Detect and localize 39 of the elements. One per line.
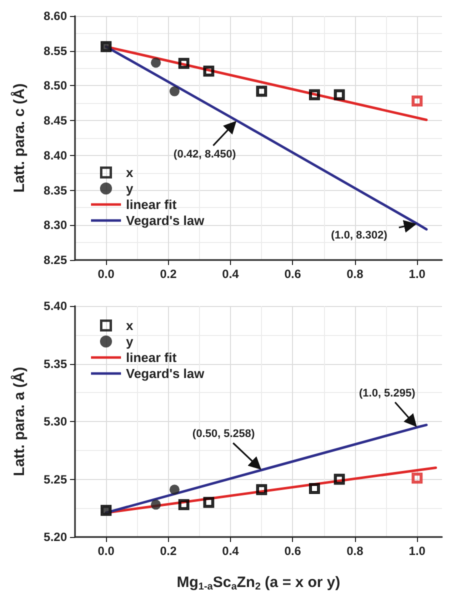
x-tick-label: 0.4 (222, 544, 240, 558)
x-tick-label: 0.0 (98, 544, 115, 558)
y-tick-label: 8.30 (44, 218, 68, 232)
x-tick-label: 0.2 (160, 544, 177, 558)
y-axis-title: Latt. para. a (Å) (10, 366, 28, 476)
x-tick-label: 0.2 (160, 267, 177, 281)
x-tick-label: 0.4 (222, 267, 240, 281)
y-tick-label: 5.40 (44, 299, 68, 313)
legend-label: y (126, 334, 134, 349)
y-tick-label: 8.25 (44, 253, 68, 267)
y-tick-label: 8.60 (44, 9, 68, 23)
legend-label: x (126, 318, 134, 333)
y-axis-title: Latt. para. c (Å) (10, 83, 28, 193)
y-tick-label: 8.45 (44, 114, 68, 128)
legend-label: Vegard's law (126, 213, 206, 228)
y-tick-label: 5.35 (44, 356, 68, 371)
y-tick-label: 5.20 (44, 530, 68, 544)
legend-label: linear fit (126, 197, 178, 212)
x-tick-label: 0.6 (284, 267, 302, 281)
x-tick-label: 0.8 (346, 544, 364, 558)
annotation: (1.0, 5.295) (358, 387, 416, 400)
y-tick-label: 8.55 (44, 44, 68, 58)
legend-label: y (126, 181, 134, 196)
y-tick-label: 8.35 (44, 183, 68, 198)
x-tick-label: 0.6 (284, 544, 302, 558)
legend-label: x (126, 165, 134, 180)
y-tick-label: 5.30 (44, 414, 68, 428)
x-tick-label: 1.0 (408, 267, 426, 281)
y-tick-label: 8.50 (44, 78, 68, 93)
y-tick-label: 5.25 (44, 472, 68, 486)
annotation: (1.0, 8.302) (330, 230, 388, 242)
legend-label: Vegard's law (126, 366, 206, 381)
legend-label: linear fit (126, 350, 178, 365)
x-tick-label: 0.0 (98, 267, 115, 281)
y-tick-label: 8.40 (44, 148, 68, 162)
x-tick-label: 0.8 (346, 267, 364, 281)
x-tick-label: 1.0 (408, 544, 426, 558)
annotation: (0.50, 5.258) (192, 428, 256, 440)
annotation: (0.42, 8.450) (174, 148, 236, 161)
